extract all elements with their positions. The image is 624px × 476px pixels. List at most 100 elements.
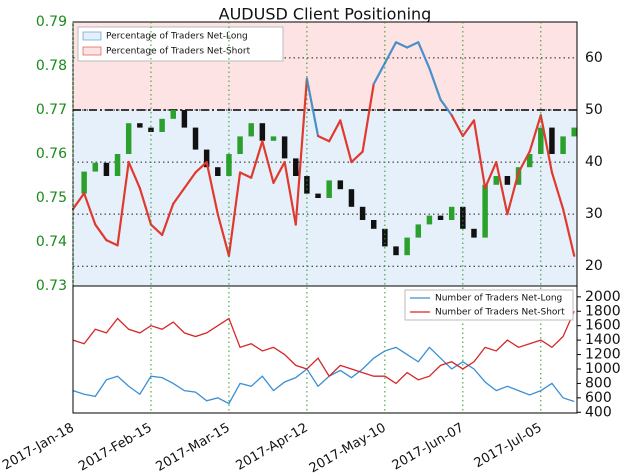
sentiment-line xyxy=(506,171,520,216)
legend-box xyxy=(404,289,574,321)
series-line xyxy=(72,310,575,385)
candle xyxy=(125,123,132,154)
y-tick-label: 1000 xyxy=(585,361,621,377)
y-tick-label: 800 xyxy=(585,375,612,391)
candle xyxy=(471,228,477,238)
legend-swatch xyxy=(82,46,102,56)
candle xyxy=(192,127,199,150)
sentiment-line xyxy=(127,160,141,190)
candle xyxy=(270,136,277,141)
sentiment-line xyxy=(450,114,464,138)
sentiment-line xyxy=(517,150,531,174)
candle xyxy=(337,180,344,190)
sentiment-line xyxy=(350,150,364,164)
candle xyxy=(92,162,99,172)
y-tick-label: 2000 xyxy=(585,289,621,305)
sentiment-line xyxy=(328,119,342,143)
legend-label: Number of Traders Net-Long xyxy=(435,294,562,304)
legend-label: Percentage of Traders Net-Short xyxy=(106,47,251,57)
sentiment-line xyxy=(238,171,253,179)
candle xyxy=(493,176,499,185)
sentiment-line xyxy=(149,223,164,237)
candle xyxy=(81,171,87,194)
candle xyxy=(137,123,143,128)
y-tick-label: 0.76 xyxy=(36,146,67,162)
sentiment-line xyxy=(439,98,453,117)
frame xyxy=(72,285,578,414)
y2-tick-label: 20 xyxy=(585,258,603,274)
y-tick-label: 400 xyxy=(585,404,612,420)
x-tick-label: 2017-May-10 xyxy=(307,421,389,476)
x-tick-label: 2017-Feb-15 xyxy=(76,421,155,475)
candle xyxy=(404,237,410,256)
sentiment-line xyxy=(183,171,197,190)
sentiment-line xyxy=(361,82,375,153)
candle xyxy=(237,136,243,154)
y2-tick-label: 50 xyxy=(585,102,603,118)
y2-tick-label: 30 xyxy=(585,206,603,222)
sentiment-line xyxy=(428,67,442,101)
y-tick-label: 0.79 xyxy=(36,14,67,30)
series-line xyxy=(72,346,575,405)
candle xyxy=(315,193,321,198)
sentiment-line xyxy=(283,160,297,226)
candle xyxy=(114,154,121,176)
sentiment-line xyxy=(495,160,509,216)
y-tick-label: 1800 xyxy=(585,303,621,319)
sentiment-line xyxy=(116,160,130,247)
y-tick-label: 600 xyxy=(585,390,612,406)
candle xyxy=(293,158,299,176)
sentiment-line xyxy=(394,41,409,49)
sentiment-line xyxy=(316,134,331,143)
sentiment-line xyxy=(272,160,286,184)
sentiment-line xyxy=(472,119,487,190)
legend-box xyxy=(77,26,284,62)
candle xyxy=(560,136,566,154)
x-tick-label: 2017-Jul-05 xyxy=(472,421,545,472)
x-tick-label: 2017-Apr-12 xyxy=(234,421,311,474)
candle xyxy=(203,149,210,168)
sentiment-line xyxy=(539,114,554,174)
sentiment-line xyxy=(216,213,231,257)
candle xyxy=(482,184,488,238)
y-tick-label: 1600 xyxy=(585,318,621,334)
candle xyxy=(426,215,433,225)
candle xyxy=(181,110,188,128)
sentiment-line xyxy=(227,171,242,257)
x-tick-label: 2017-Mar-15 xyxy=(154,421,233,475)
sentiment-line xyxy=(372,62,386,86)
candle xyxy=(370,220,377,229)
candle xyxy=(393,246,399,256)
sentiment-line xyxy=(528,114,542,153)
y-tick-label: 1200 xyxy=(585,347,621,363)
y2-tick-label: 60 xyxy=(585,50,603,66)
candle xyxy=(571,127,577,137)
legend-label: Percentage of Traders Net-Long xyxy=(106,32,248,42)
sentiment-line xyxy=(294,77,309,226)
candle xyxy=(348,189,355,207)
y-tick-label: 0.75 xyxy=(36,190,67,206)
legend: Number of Traders Net-Long Number of Trad… xyxy=(404,289,574,321)
candle xyxy=(159,118,165,132)
candle xyxy=(504,176,511,185)
candle xyxy=(215,167,221,176)
legend-label: Number of Traders Net-Short xyxy=(435,308,565,318)
candle xyxy=(382,228,388,247)
sentiment-line xyxy=(105,239,119,247)
candle xyxy=(415,224,422,238)
sentiment-line xyxy=(406,41,420,49)
y-tick-label: 0.78 xyxy=(36,58,67,74)
sentiment-line xyxy=(417,41,431,70)
legend: Percentage of Traders Net-Long Percentage… xyxy=(77,26,284,62)
candle xyxy=(326,180,332,198)
sentiment-line xyxy=(161,202,175,237)
sentiment-line xyxy=(339,119,353,164)
candle xyxy=(526,154,533,168)
sentiment-line xyxy=(71,192,86,211)
sentiment-line xyxy=(461,119,476,138)
x-tick-label: 2017-Jun-07 xyxy=(390,421,467,474)
y-tick-label: 0.74 xyxy=(36,234,67,250)
sentiment-line xyxy=(138,187,153,226)
sentiment-line xyxy=(305,77,320,138)
